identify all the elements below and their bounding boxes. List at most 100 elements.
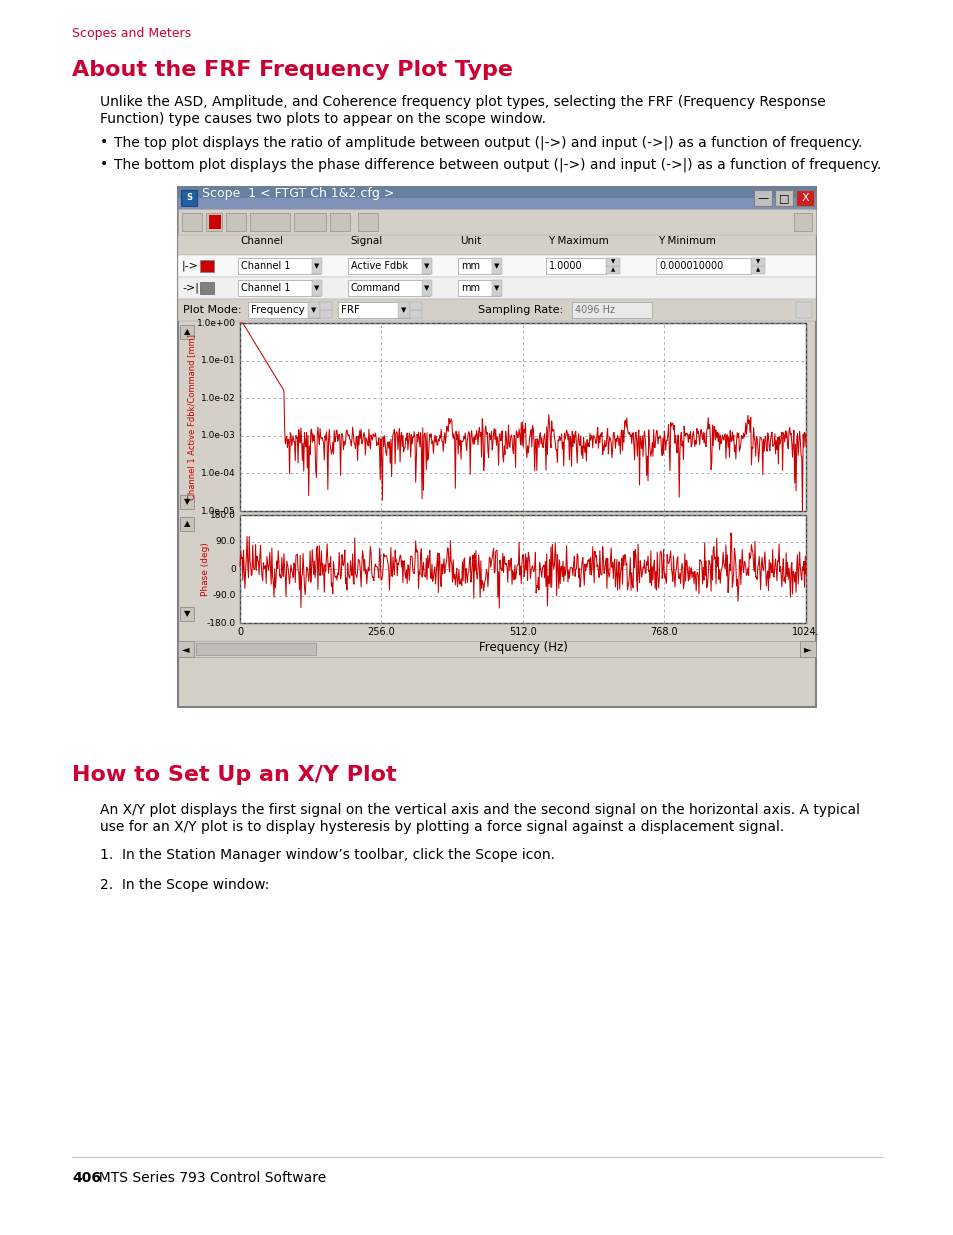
Text: ▼: ▼: [314, 285, 319, 291]
Bar: [330, 212, 350, 231]
Text: 1.0e+00: 1.0e+00: [196, 319, 235, 327]
Text: ▼: ▼: [184, 498, 190, 506]
Bar: [656, 258, 750, 274]
Text: ->|: ->|: [182, 283, 198, 293]
Bar: [178, 277, 815, 299]
Text: ►: ►: [803, 643, 811, 655]
Bar: [206, 212, 222, 231]
Text: ▼: ▼: [494, 285, 499, 291]
Bar: [337, 303, 410, 317]
Text: X: X: [801, 193, 808, 203]
Text: —: —: [757, 193, 768, 203]
Text: ▼: ▼: [184, 610, 190, 619]
Text: An X/Y plot displays the first signal on the vertical axis and the second signal: An X/Y plot displays the first signal on…: [100, 803, 859, 818]
Text: 0.000010000: 0.000010000: [659, 261, 722, 270]
Text: ▼: ▼: [401, 308, 406, 312]
Bar: [319, 303, 332, 310]
Bar: [774, 190, 792, 206]
Bar: [312, 280, 322, 296]
Text: ▼: ▼: [311, 308, 316, 312]
Bar: [421, 280, 432, 296]
Bar: [795, 190, 813, 206]
Text: ▲: ▲: [755, 268, 760, 273]
Bar: [237, 280, 319, 296]
Bar: [605, 258, 619, 266]
Text: FRF: FRF: [340, 305, 359, 315]
Bar: [182, 212, 202, 231]
Bar: [357, 212, 377, 231]
Text: Frequency: Frequency: [251, 305, 304, 315]
Text: Y Maximum: Y Maximum: [547, 236, 608, 246]
Text: ▼: ▼: [494, 263, 499, 269]
Text: -180.0: -180.0: [207, 619, 235, 627]
Text: Channel 1 Active Fdbk/Command [mm]: Channel 1 Active Fdbk/Command [mm]: [188, 333, 196, 500]
Text: ▼: ▼: [424, 263, 429, 269]
Text: -90.0: -90.0: [213, 592, 235, 600]
Text: 1.0000: 1.0000: [548, 261, 582, 270]
Bar: [240, 515, 805, 622]
Bar: [308, 303, 319, 317]
Text: Channel 1: Channel 1: [241, 283, 291, 293]
Bar: [410, 310, 421, 317]
Text: □: □: [778, 193, 788, 203]
Text: 256.0: 256.0: [367, 627, 395, 637]
Bar: [410, 303, 421, 310]
Bar: [312, 258, 322, 274]
Text: Channel: Channel: [240, 236, 283, 246]
Text: Unlike the ASD, Amplitude, and Coherence frequency plot types, selecting the FRF: Unlike the ASD, Amplitude, and Coherence…: [100, 95, 825, 109]
Text: Y Minimum: Y Minimum: [658, 236, 715, 246]
Text: How to Set Up an X/Y Plot: How to Set Up an X/Y Plot: [71, 764, 396, 785]
Text: S: S: [186, 194, 192, 203]
Bar: [492, 258, 501, 274]
Bar: [178, 641, 815, 657]
Bar: [492, 280, 501, 296]
Text: 1.0e-01: 1.0e-01: [201, 356, 235, 366]
Text: ▼: ▼: [424, 285, 429, 291]
Bar: [605, 266, 619, 274]
Bar: [200, 261, 213, 272]
Text: 1.0e-04: 1.0e-04: [201, 469, 235, 478]
Bar: [195, 643, 315, 655]
Bar: [457, 280, 499, 296]
Bar: [800, 641, 815, 657]
Text: The top plot displays the ratio of amplitude between output (|->) and input (->|: The top plot displays the ratio of ampli…: [113, 135, 862, 149]
Text: 768.0: 768.0: [650, 627, 678, 637]
Bar: [572, 303, 651, 317]
Text: Unit: Unit: [459, 236, 480, 246]
Text: ▲: ▲: [610, 268, 615, 273]
Text: 512.0: 512.0: [509, 627, 537, 637]
Text: 4096 Hz: 4096 Hz: [575, 305, 615, 315]
Bar: [248, 303, 319, 317]
Bar: [178, 254, 815, 277]
Text: 1024.: 1024.: [791, 627, 819, 637]
Text: |->: |->: [182, 261, 198, 272]
Text: Function) type causes two plots to appear on the scope window.: Function) type causes two plots to appea…: [100, 112, 545, 126]
Text: 0: 0: [236, 627, 243, 637]
Text: 1.  In the Station Manager window’s toolbar, click the Scope icon.: 1. In the Station Manager window’s toolb…: [100, 848, 555, 862]
Text: 1.0e-02: 1.0e-02: [201, 394, 235, 403]
Text: ▼: ▼: [610, 259, 615, 264]
Bar: [457, 258, 499, 274]
Bar: [240, 324, 805, 511]
Text: use for an X/Y plot is to display hysteresis by plotting a force signal against : use for an X/Y plot is to display hyster…: [100, 820, 783, 834]
Text: Phase (deg): Phase (deg): [201, 542, 211, 597]
Text: Active Fdbk: Active Fdbk: [351, 261, 408, 270]
Bar: [750, 266, 764, 274]
Text: ◄: ◄: [182, 643, 190, 655]
Bar: [178, 235, 815, 254]
Text: MTS Series 793 Control Software: MTS Series 793 Control Software: [90, 1171, 326, 1186]
Text: Command: Command: [351, 283, 400, 293]
Bar: [178, 186, 815, 209]
Bar: [178, 641, 193, 657]
Bar: [200, 282, 213, 294]
Text: Channel 1: Channel 1: [241, 261, 291, 270]
Text: •: •: [100, 135, 108, 149]
Text: Scope  1 < FTGT Ch 1&2.cfg >: Scope 1 < FTGT Ch 1&2.cfg >: [202, 186, 394, 200]
Bar: [750, 258, 764, 266]
Text: The bottom plot displays the phase difference between output (|->) and input (->: The bottom plot displays the phase diffe…: [113, 157, 881, 172]
Bar: [421, 258, 432, 274]
Text: ▼: ▼: [314, 263, 319, 269]
Text: About the FRF Frequency Plot Type: About the FRF Frequency Plot Type: [71, 61, 513, 80]
Bar: [178, 198, 815, 209]
Bar: [180, 606, 193, 621]
